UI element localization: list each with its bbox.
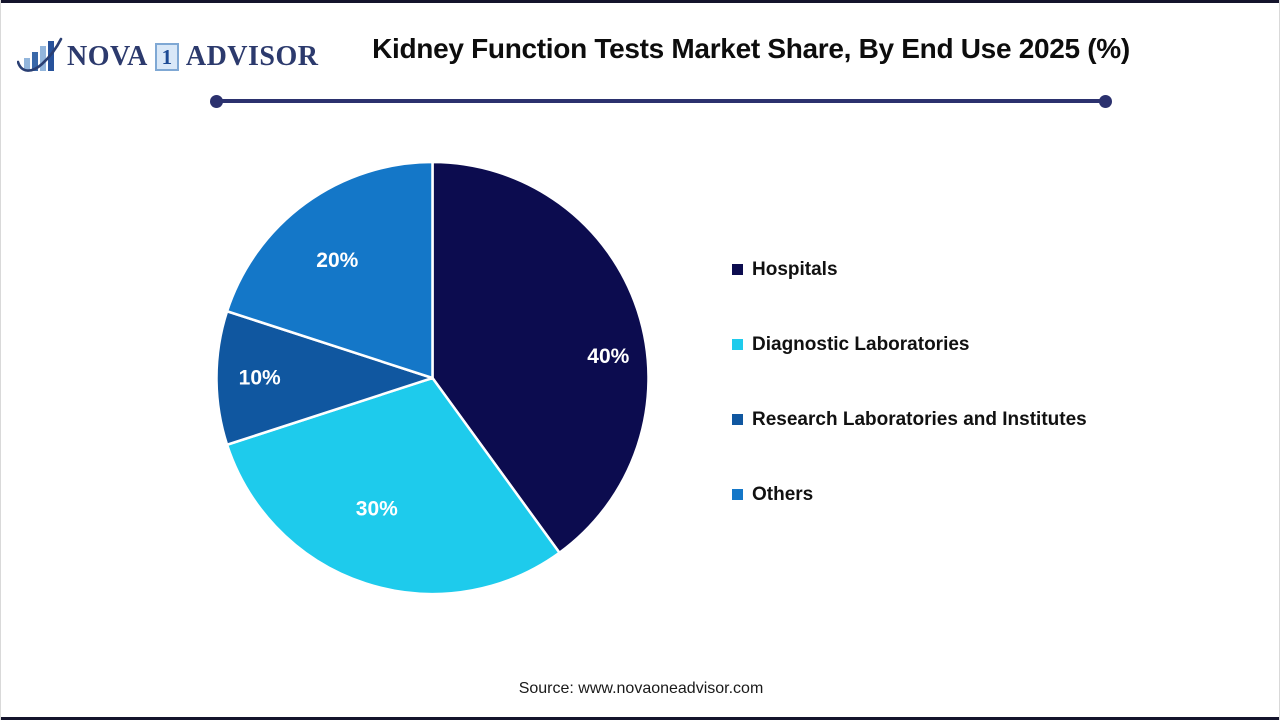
legend-item-hospitals: Hospitals — [732, 256, 1087, 283]
pie-slice-label: 30% — [356, 498, 398, 521]
title-divider-line — [210, 94, 1112, 108]
legend-swatch — [732, 414, 743, 425]
legend-swatch — [732, 339, 743, 350]
pie-slice-label: 40% — [587, 345, 629, 368]
legend-label: Diagnostic Laboratories — [752, 333, 970, 355]
source-text: Source: www.novaoneadvisor.com — [518, 680, 764, 697]
pie-slice-diagnostic-laboratories — [225, 376, 561, 596]
bar-chart-swoosh-icon — [17, 37, 63, 72]
pie-slice-label: 20% — [316, 249, 358, 272]
chart-legend: Hospitals Diagnostic Laboratories Research… — [732, 256, 1087, 508]
logo-one-badge: 1 — [154, 43, 179, 71]
legend-label: Research Laboratories and Institutes — [752, 408, 1087, 430]
nova-one-advisor-logo: NOVA 1 ADVISOR — [17, 36, 318, 78]
legend-swatch — [732, 264, 743, 275]
top-edge-bar — [1, 0, 1279, 3]
legend-swatch — [732, 489, 743, 500]
legend-label: Hospitals — [752, 258, 838, 280]
legend-item-diagnostic-laboratories: Diagnostic Laboratories — [732, 331, 1087, 358]
legend-item-research-laboratories-and-institutes: Research Laboratories and Institutes — [732, 406, 1087, 433]
pie-slice-label: 10% — [239, 367, 281, 390]
chart-title: Kidney Function Tests Market Share, By E… — [372, 33, 1130, 64]
pie-slice-hospitals — [431, 160, 650, 554]
legend-item-others: Others — [732, 481, 1087, 508]
legend-label: Others — [752, 483, 814, 505]
pie-slice-research-laboratories-and-institutes — [215, 310, 434, 446]
bottom-edge-bar — [1, 717, 1279, 720]
pie-chart: 40% 30% 10% 20% — [215, 160, 650, 596]
logo-text-advisor: ADVISOR — [185, 41, 319, 72]
logo-text-nova: NOVA — [67, 41, 148, 72]
pie-slice-others — [225, 160, 434, 380]
